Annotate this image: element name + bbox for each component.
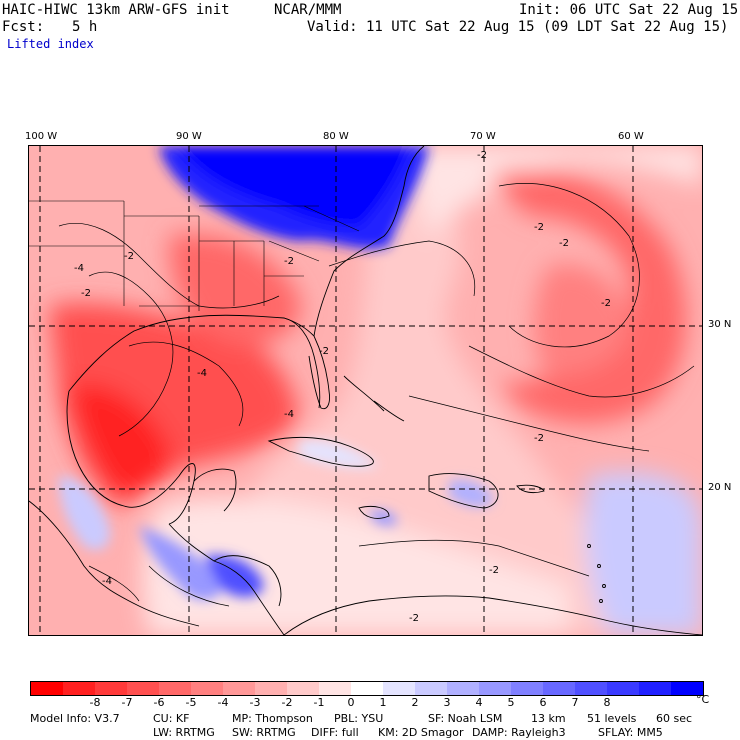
colorbar-swatch — [639, 682, 671, 695]
footer-pbl: PBL: YSU — [334, 712, 384, 725]
contour-label: -2 — [319, 346, 329, 357]
colorbar-swatch — [575, 682, 607, 695]
state-borders — [29, 200, 360, 311]
lat-label-20n: 20 N — [708, 482, 732, 493]
contour-label: -2 — [81, 288, 91, 299]
contour-label: -2 — [534, 433, 544, 444]
contour-label: -2 — [477, 150, 487, 161]
lon-label-80w: 80 W — [323, 131, 349, 142]
model-title: HAIC-HIWC 13km ARW-GFS init — [2, 2, 230, 18]
blue-stable-region — [159, 146, 429, 249]
contour-label: -4 — [102, 576, 112, 587]
colorbar-tick-label: 3 — [443, 696, 451, 709]
contour-label: -2 — [559, 238, 569, 249]
colorbar-tick-label: 0 — [347, 696, 355, 709]
contour-label: -2 — [409, 613, 419, 624]
colorbar-tick-label: 8 — [603, 696, 611, 709]
colorbar-tick-label: -3 — [249, 696, 261, 709]
coastlines — [29, 146, 702, 635]
footer-sflay: SFLAY: MM5 — [598, 726, 663, 739]
colorbar-swatch — [543, 682, 575, 695]
colorbar-swatch — [319, 682, 351, 695]
colorbar-swatch — [479, 682, 511, 695]
colorbar-swatch — [287, 682, 319, 695]
colorbar-swatch — [159, 682, 191, 695]
colorbar-swatch — [31, 682, 63, 695]
field-name: Lifted index — [7, 37, 94, 51]
colorbar-tick-label: 6 — [539, 696, 547, 709]
lon-label-70w: 70 W — [470, 131, 496, 142]
colorbar-tick-label: -4 — [217, 696, 229, 709]
colorbar-tick-label: -5 — [185, 696, 197, 709]
footer-mp: MP: Thompson — [232, 712, 313, 725]
colorbar-tick-label: -6 — [153, 696, 165, 709]
colorbar-swatch — [607, 682, 639, 695]
contour-label: -2 — [124, 251, 134, 262]
forecast-hour: 5 h — [72, 19, 98, 35]
colorbar-swatch — [63, 682, 95, 695]
init-time: Init: 06 UTC Sat 22 Aug 15 — [519, 2, 739, 18]
forecast-label: Fcst: — [2, 19, 45, 35]
graticule — [29, 146, 702, 635]
footer-diff: DIFF: full — [311, 726, 359, 739]
footer-lw: LW: RRTMG — [153, 726, 215, 739]
colorbar-swatch — [447, 682, 479, 695]
contour-label: -2 — [489, 565, 499, 576]
colorbar — [30, 681, 704, 696]
central-america-blue — [59, 440, 494, 600]
colorbar-swatch — [127, 682, 159, 695]
colorbar-tick-label: 1 — [379, 696, 387, 709]
colorbar-swatch — [351, 682, 383, 695]
colorbar-swatch — [383, 682, 415, 695]
lifted-index-map: -4 -2 -2 -2 -2 -2 -2 -4 -2 -2 -4 -2 -2 -… — [28, 145, 703, 636]
contour-label: -4 — [284, 409, 294, 420]
footer-levels: 51 levels — [587, 712, 637, 725]
colorbar-swatch — [191, 682, 223, 695]
contour-labels: -4 -2 -2 -2 -2 -2 -2 -4 -2 -2 -4 -2 -2 -… — [74, 150, 611, 624]
colorbar-swatch — [223, 682, 255, 695]
footer-damp: DAMP: Rayleigh3 — [472, 726, 566, 739]
lon-label-90w: 90 W — [176, 131, 202, 142]
contour-label: -4 — [197, 368, 207, 379]
colorbar-tick-label: 2 — [411, 696, 419, 709]
footer-sw: SW: RRTMG — [232, 726, 296, 739]
lat-label-30n: 30 N — [708, 319, 732, 330]
lon-label-60w: 60 W — [618, 131, 644, 142]
footer-model-info: Model Info: V3.7 — [30, 712, 120, 725]
colorbar-tick-label: 5 — [507, 696, 515, 709]
colorbar-swatch — [415, 682, 447, 695]
colorbar-unit: °C — [696, 693, 710, 706]
contour-label: -2 — [601, 298, 611, 309]
footer-cu: CU: KF — [153, 712, 190, 725]
footer-km: KM: 2D Smagor — [378, 726, 464, 739]
footer-sf: SF: Noah LSM — [428, 712, 503, 725]
contour-lines — [58, 183, 695, 607]
map-canvas: -4 -2 -2 -2 -2 -2 -2 -4 -2 -2 -4 -2 -2 -… — [29, 146, 702, 635]
colorbar-tick-label: 4 — [475, 696, 483, 709]
contour-label: -2 — [284, 256, 294, 267]
colorbar-tick-label: -7 — [121, 696, 133, 709]
lon-label-100w: 100 W — [25, 131, 58, 142]
field-shading — [49, 146, 702, 635]
valid-time: Valid: 11 UTC Sat 22 Aug 15 (09 LDT Sat … — [307, 19, 729, 35]
footer-timestep: 60 sec — [656, 712, 693, 725]
contour-label: -2 — [534, 222, 544, 233]
colorbar-swatch — [511, 682, 543, 695]
footer-resolution: 13 km — [531, 712, 566, 725]
colorbar-tick-label: 7 — [571, 696, 579, 709]
colorbar-tick-label: -8 — [89, 696, 101, 709]
organization-label: NCAR/MMM — [274, 2, 342, 18]
colorbar-swatch — [255, 682, 287, 695]
colorbar-tick-label: -2 — [281, 696, 293, 709]
colorbar-swatch — [671, 682, 703, 695]
colorbar-swatch — [95, 682, 127, 695]
contour-label: -4 — [74, 263, 84, 274]
colorbar-tick-label: -1 — [313, 696, 325, 709]
